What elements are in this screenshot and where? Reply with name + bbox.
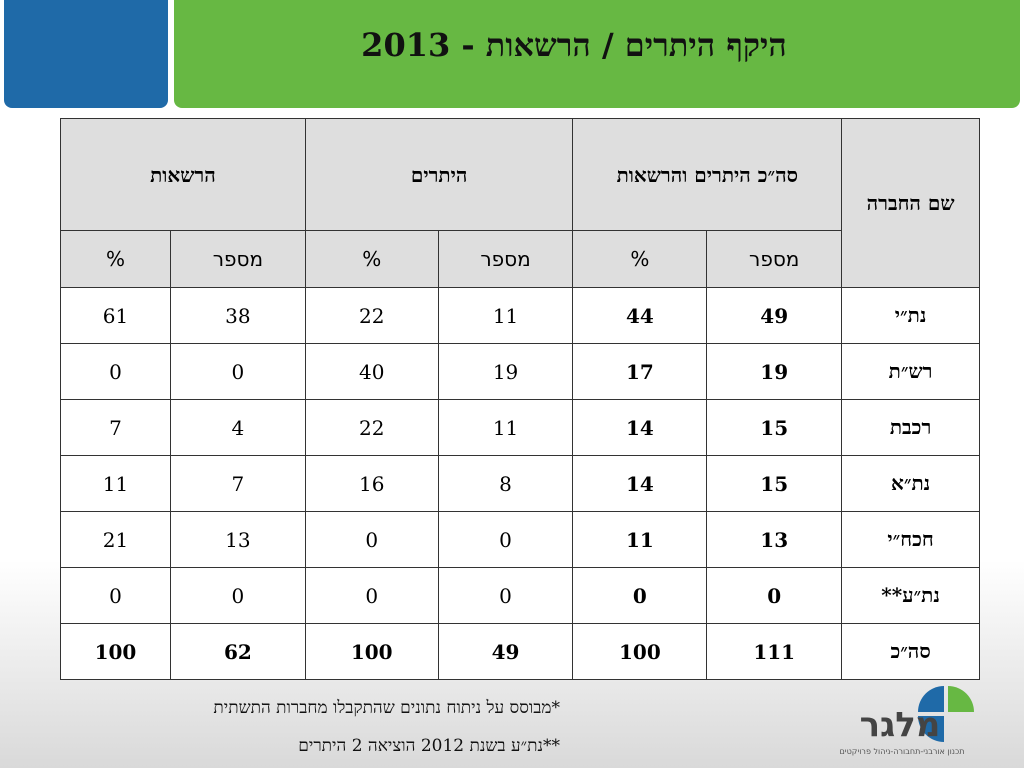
cell: 100 bbox=[304, 623, 439, 680]
cell: 15 bbox=[706, 399, 843, 456]
blue-block bbox=[4, 0, 168, 108]
footnote: **נת״ע בשנת 2012 הוציאה 2 היתרים bbox=[298, 736, 560, 756]
cell: 0 bbox=[304, 567, 439, 624]
cell: 44 bbox=[572, 287, 708, 344]
cell: 7 bbox=[169, 455, 306, 512]
group-header-row: שם החברה סה״כ היתרים והרשאות היתרים הרשאות bbox=[60, 118, 980, 288]
cell: 38 bbox=[169, 287, 306, 344]
cell: 13 bbox=[169, 511, 306, 568]
sub-header: % bbox=[572, 230, 708, 288]
logo-tagline: תכנון אורבני-תחבורה-ניהול פרויקטים bbox=[840, 747, 965, 756]
cell: 0 bbox=[304, 511, 439, 568]
logo-leaf bbox=[948, 686, 974, 712]
table-row: סה״כ 111 100 49 100 62 100 bbox=[60, 623, 980, 680]
cell: 0 bbox=[169, 343, 306, 400]
data-table: שם החברה סה״כ היתרים והרשאות היתרים הרשאות מ… bbox=[60, 118, 980, 680]
title-bar bbox=[174, 0, 1020, 108]
cell: 19 bbox=[706, 343, 843, 400]
cell: 0 bbox=[169, 567, 306, 624]
sub-header: % bbox=[60, 230, 171, 288]
logo-leaf bbox=[918, 686, 944, 712]
cell: 40 bbox=[304, 343, 439, 400]
company-name: נת״א bbox=[841, 455, 980, 512]
table-row: רכבת 15 14 11 22 4 7 bbox=[60, 399, 980, 456]
cell: 17 bbox=[572, 343, 708, 400]
cell: 22 bbox=[304, 287, 439, 344]
cell: 49 bbox=[437, 623, 574, 680]
company-name: נת״ע** bbox=[841, 567, 980, 624]
cell: 100 bbox=[60, 623, 171, 680]
sub-header: % bbox=[304, 230, 439, 288]
title: היקף היתרים / הרשאות - 2013 bbox=[361, 26, 787, 64]
footnote: *מבוסס על ניתוח נתונים שהתקבלו מחברות הת… bbox=[213, 698, 560, 718]
group-header: שם החברה bbox=[841, 118, 980, 288]
logo-leaf bbox=[918, 716, 944, 742]
group-header: היתרים bbox=[304, 118, 574, 231]
cell: 100 bbox=[572, 623, 708, 680]
sub-header: מספר bbox=[169, 230, 306, 288]
cell: 15 bbox=[706, 455, 843, 512]
cell: 7 bbox=[60, 399, 171, 456]
group-header: הרשאות bbox=[60, 118, 306, 231]
cell: 16 bbox=[304, 455, 439, 512]
company-name: נת״י bbox=[841, 287, 980, 344]
cell: 13 bbox=[706, 511, 843, 568]
cell: 0 bbox=[572, 567, 708, 624]
cell: 11 bbox=[437, 399, 574, 456]
cell: 49 bbox=[706, 287, 843, 344]
sub-header: מספר bbox=[437, 230, 574, 288]
cell: 11 bbox=[572, 511, 708, 568]
cell: 8 bbox=[437, 455, 574, 512]
cell: 0 bbox=[60, 343, 171, 400]
cell: 14 bbox=[572, 455, 708, 512]
cell: 0 bbox=[706, 567, 843, 624]
cell: 0 bbox=[437, 511, 574, 568]
cell: 0 bbox=[60, 567, 171, 624]
cell: 0 bbox=[437, 567, 574, 624]
company-name: רכבת bbox=[841, 399, 980, 456]
cell: 62 bbox=[169, 623, 306, 680]
group-header: סה״כ היתרים והרשאות bbox=[572, 118, 843, 231]
table-row: חכח״י 13 11 0 0 13 21 bbox=[60, 511, 980, 568]
table-row: נת״י 49 44 11 22 38 61 bbox=[60, 287, 980, 344]
company-name: חכח״י bbox=[841, 511, 980, 568]
logo: מלגר תכנון אורבני-תחבורה-ניהול פרויקטים bbox=[840, 686, 974, 756]
sub-header-row: מספר% מספר% מספר% bbox=[60, 230, 980, 288]
table-row: נת״ע** 0 0 0 0 0 0 bbox=[60, 567, 980, 624]
cell: 22 bbox=[304, 399, 439, 456]
cell: 11 bbox=[60, 455, 171, 512]
cell: 21 bbox=[60, 511, 171, 568]
sub-header: מספר bbox=[706, 230, 843, 288]
company-name: רש״ת bbox=[841, 343, 980, 400]
cell: 111 bbox=[706, 623, 843, 680]
cell: 14 bbox=[572, 399, 708, 456]
company-name: סה״כ bbox=[841, 623, 980, 680]
cell: 4 bbox=[169, 399, 306, 456]
logo-name: מלגר bbox=[860, 705, 941, 745]
cell: 19 bbox=[437, 343, 574, 400]
cell: 61 bbox=[60, 287, 171, 344]
cell: 11 bbox=[437, 287, 574, 344]
table-row: נת״א 15 14 8 16 7 11 bbox=[60, 455, 980, 512]
table-row: רש״ת 19 17 19 40 0 0 bbox=[60, 343, 980, 400]
